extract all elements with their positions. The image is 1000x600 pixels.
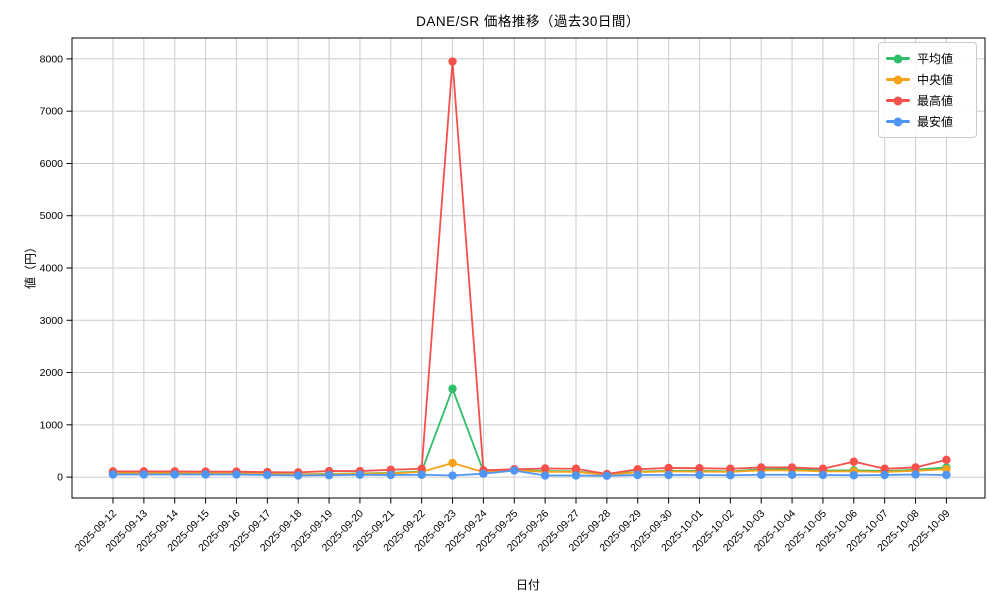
min-point	[540, 471, 550, 480]
max-line	[113, 60, 947, 475]
legend-label-average: 平均値	[917, 52, 954, 66]
series-min	[108, 466, 951, 480]
max-point	[540, 464, 550, 473]
y-tick-label: 3000	[40, 315, 64, 327]
max-point	[633, 465, 642, 474]
min-point	[818, 470, 828, 480]
max-point	[726, 464, 735, 473]
min-point	[695, 470, 704, 480]
y-tick-label: 6000	[40, 158, 64, 170]
legend-item-median: 中央値	[886, 69, 968, 90]
min-point	[232, 470, 241, 479]
min-point	[417, 470, 426, 479]
min-point	[571, 471, 581, 480]
max-point	[417, 464, 426, 473]
legend: 平均値 中央値 最高値 最安値	[878, 42, 977, 138]
median-line-marker-icon	[886, 78, 910, 81]
legend-label-min: 最安値	[917, 115, 954, 129]
min-point	[139, 470, 149, 479]
min-point	[787, 470, 797, 479]
min-point	[448, 471, 457, 480]
average-line	[113, 387, 947, 476]
min-point	[263, 470, 272, 480]
max-point	[818, 464, 828, 473]
y-tick-label: 7000	[40, 106, 64, 118]
min-point	[108, 470, 118, 479]
min-point	[633, 470, 642, 480]
chart-title: DANE/SR 価格推移（過去30日間）	[416, 14, 640, 29]
max-point	[757, 463, 766, 472]
y-axis-label: 値（円）	[23, 240, 38, 290]
max-point	[942, 455, 951, 465]
tick-labels: 0100020003000400050006000700080002025-09…	[40, 53, 953, 554]
min-point	[479, 469, 488, 478]
max-point	[880, 464, 889, 473]
min-point	[170, 470, 179, 479]
tick-marks	[66, 58, 947, 504]
legend-item-min: 最安値	[886, 111, 968, 132]
min-point	[880, 470, 889, 480]
median-point	[448, 458, 457, 468]
median-point	[942, 465, 951, 474]
max-point	[571, 464, 581, 473]
min-point	[942, 470, 951, 480]
x-axis-label: 日付	[515, 578, 541, 592]
max-line-marker-icon	[886, 99, 910, 102]
average-line-marker-icon	[886, 57, 910, 60]
y-tick-label: 0	[57, 472, 63, 484]
y-tick-label: 5000	[40, 210, 64, 222]
max-point	[664, 463, 673, 473]
min-point	[386, 470, 396, 480]
legend-label-max: 最高値	[917, 94, 954, 108]
gridlines	[72, 38, 985, 498]
min-point	[602, 471, 612, 480]
legend-item-average: 平均値	[886, 48, 968, 69]
legend-item-max: 最高値	[886, 90, 968, 111]
y-tick-label: 4000	[40, 263, 64, 275]
min-point	[324, 471, 334, 480]
max-point	[787, 463, 797, 472]
min-point	[849, 471, 859, 480]
average-point	[448, 384, 457, 393]
min-point	[911, 470, 920, 479]
max-point	[849, 457, 859, 466]
legend-label-median: 中央値	[917, 73, 954, 87]
median-line	[113, 462, 947, 476]
min-point	[664, 470, 673, 480]
max-point	[911, 463, 920, 472]
y-tick-label: 2000	[40, 367, 64, 379]
min-line	[113, 469, 947, 477]
min-point	[757, 470, 766, 479]
y-tick-label: 8000	[40, 53, 64, 65]
max-point	[695, 464, 704, 473]
min-point	[201, 470, 210, 479]
y-tick-label: 1000	[40, 419, 64, 431]
min-line-marker-icon	[886, 120, 910, 123]
min-point	[355, 470, 365, 479]
min-point	[726, 471, 735, 480]
max-point	[448, 57, 457, 66]
min-point	[294, 471, 303, 480]
min-point	[510, 466, 519, 475]
